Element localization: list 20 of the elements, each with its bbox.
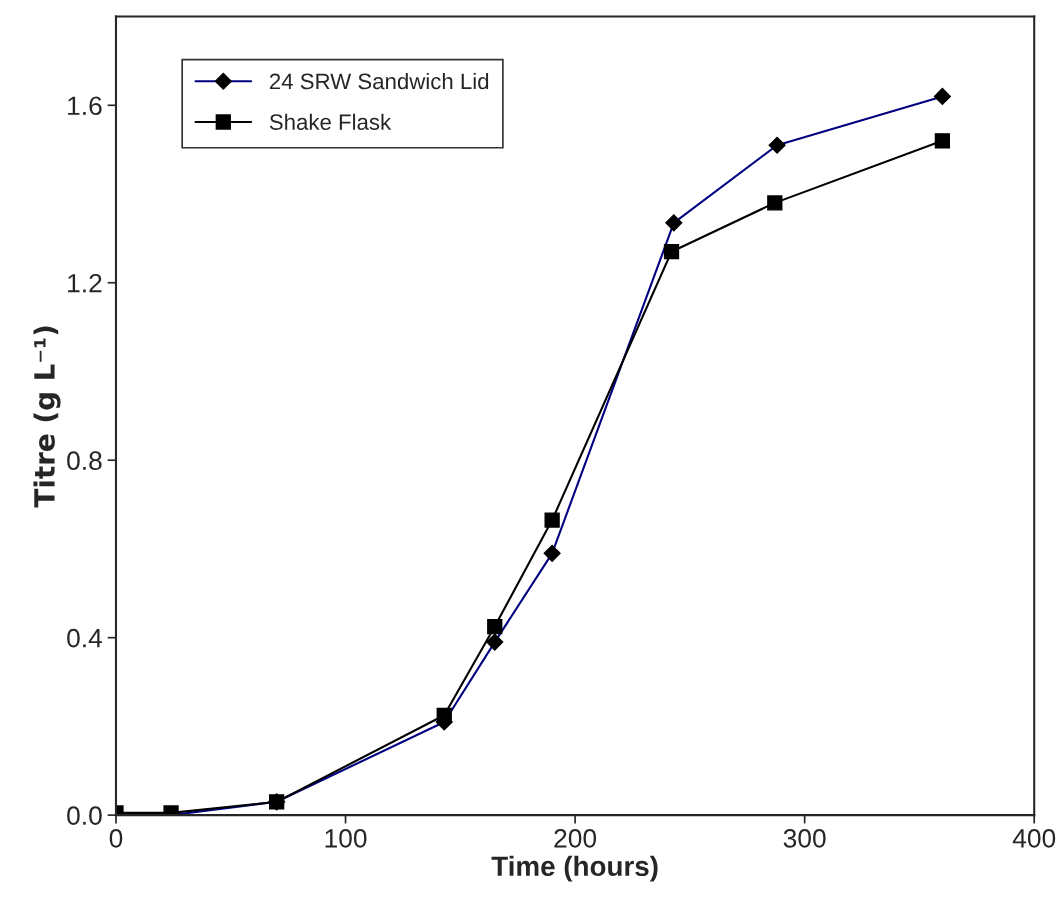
x-tick-label: 300 [783, 829, 826, 848]
point [663, 244, 680, 260]
y-tick-label: 1.2 [68, 273, 102, 293]
y-tick-label: 1.6 [68, 96, 102, 116]
x-tick-label: 100 [325, 829, 367, 848]
legend-label: 24 SRW Sandwich Lid [269, 72, 489, 90]
y-axis-title: Titre (g L⁻¹) [33, 326, 61, 508]
point [544, 512, 560, 528]
x-tick-label: 0 [109, 829, 123, 848]
x-tick-label: 200 [554, 829, 597, 848]
y-tick-label: 0.0 [67, 806, 102, 825]
point [487, 618, 503, 635]
point [436, 707, 452, 723]
x-tick-label: 400 [1012, 829, 1056, 848]
y-tick-label: 0.4 [67, 628, 103, 648]
legend-label: Shake Flask [269, 113, 392, 130]
y-tick-label: 0.8 [67, 451, 102, 471]
point [767, 195, 783, 211]
point [934, 133, 951, 149]
x-axis-title: Time (hours) [491, 855, 658, 882]
